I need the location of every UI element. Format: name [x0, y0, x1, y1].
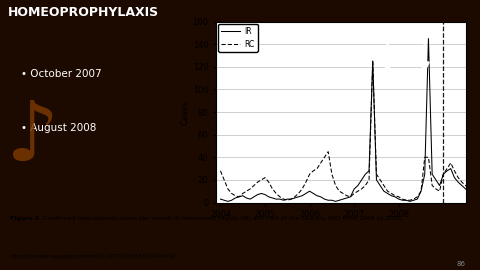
IR [470, 192, 476, 195]
Y-axis label: Cases: Cases [180, 100, 190, 124]
IR [225, 200, 231, 203]
RC [340, 192, 346, 195]
RC [314, 167, 320, 170]
Text: ♪: ♪ [6, 97, 60, 178]
RC [467, 187, 472, 191]
RC [217, 169, 223, 173]
Line: RC: RC [220, 35, 480, 200]
IR [314, 194, 320, 197]
IR [426, 37, 432, 40]
Line: IR: IR [220, 39, 480, 201]
Text: • August 2008: • August 2008 [21, 123, 96, 133]
RC [285, 199, 290, 202]
Text: HOMEOPROPHYLAXIS: HOMEOPROPHYLAXIS [8, 6, 159, 19]
Text: 86: 86 [456, 261, 466, 267]
Text: Figure 1.: Figure 1. [10, 216, 41, 221]
IR [340, 197, 346, 201]
Text: https://journals.sagepub.com/doi/10.1177/2156587214525402: https://journals.sagepub.com/doi/10.1177… [10, 254, 176, 259]
IR [217, 197, 223, 201]
Text: Confirmed leptospirosis cases per month in intervened region (IR) and rest of th: Confirmed leptospirosis cases per month … [41, 216, 403, 221]
Text: • October 2007: • October 2007 [21, 69, 101, 79]
Legend: IR, RC: IR, RC [218, 24, 258, 52]
